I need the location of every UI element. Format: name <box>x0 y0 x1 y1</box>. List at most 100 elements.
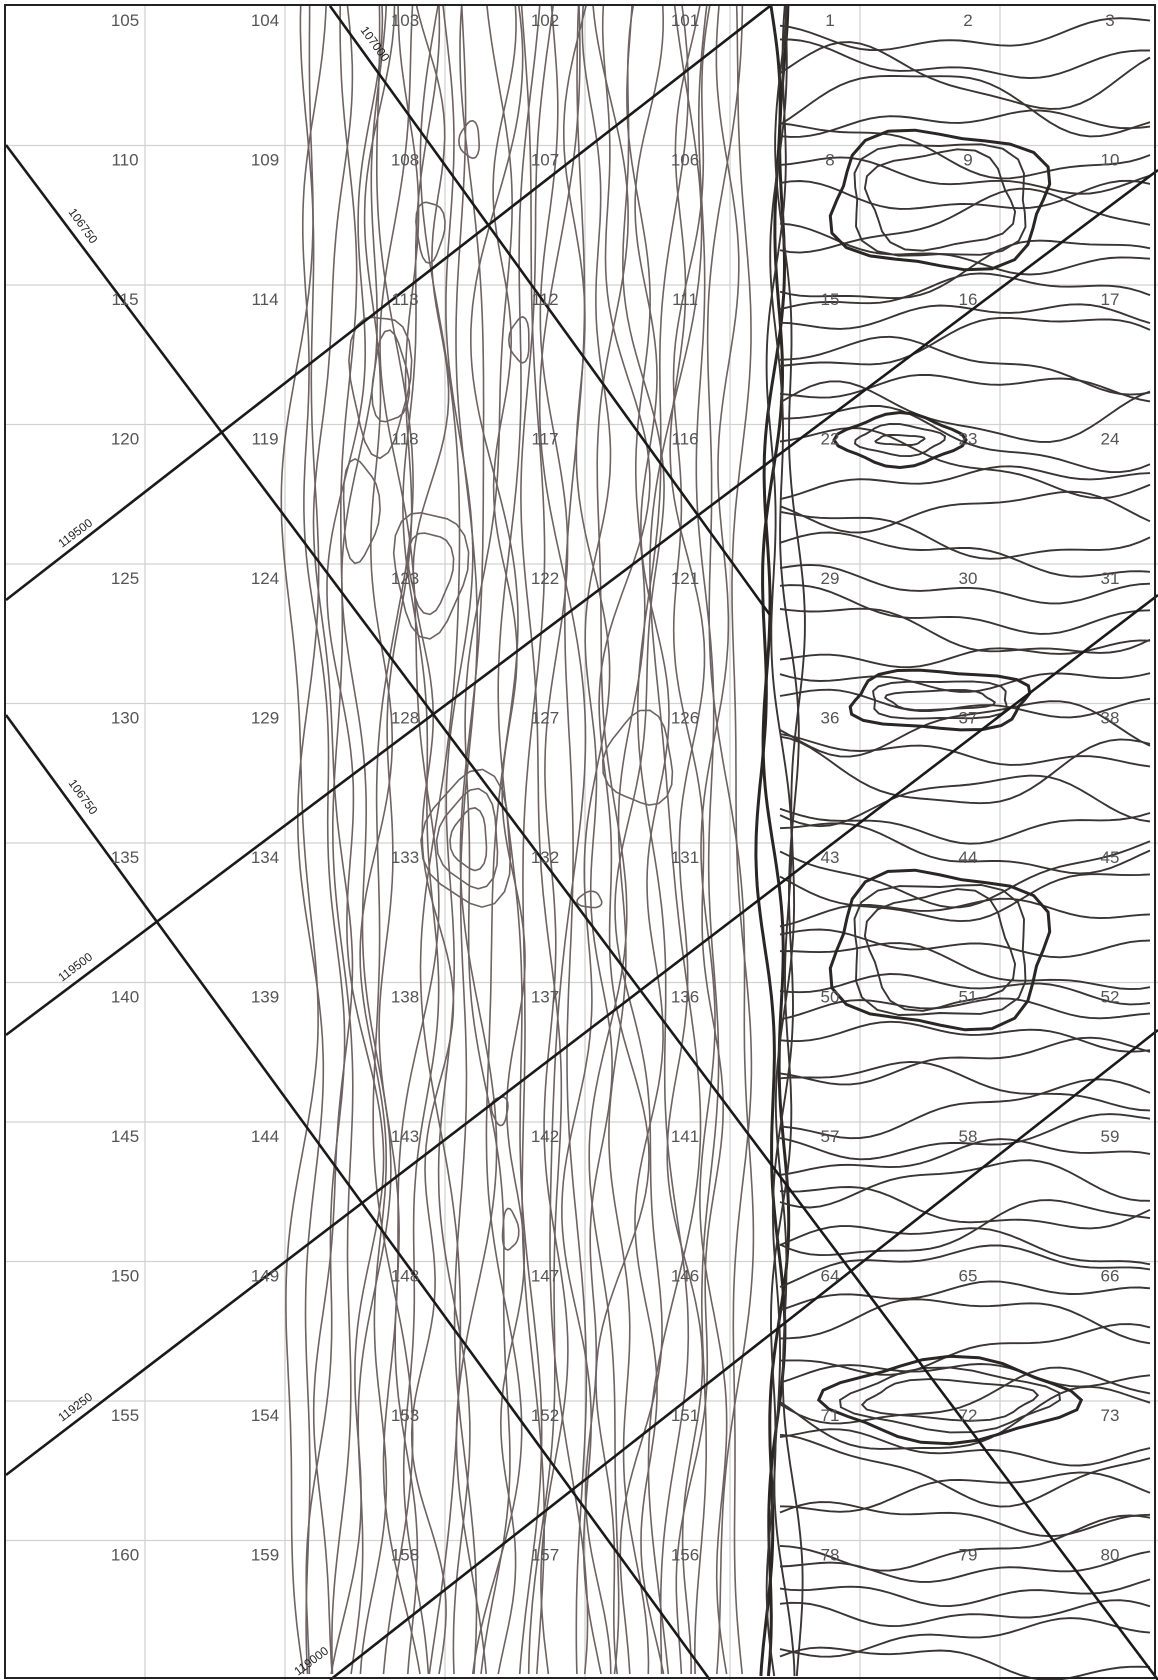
grid-cell-label: 118 <box>391 430 418 449</box>
contour-line <box>331 5 358 1675</box>
contour-line <box>779 1138 1151 1176</box>
contour-line <box>464 5 513 1675</box>
contour-line <box>595 5 651 1675</box>
grid-cell-label: 160 <box>111 1546 139 1565</box>
grid-cell-label: 139 <box>251 988 279 1007</box>
grid-cell-label: 71 <box>821 1406 840 1425</box>
contour-line <box>699 5 740 1675</box>
contour-ring <box>501 1207 520 1251</box>
grid-cell-label: 44 <box>959 848 978 867</box>
contour-line <box>779 563 1151 605</box>
contour-ring <box>816 1354 1084 1446</box>
grid-cell-label: 135 <box>111 848 139 867</box>
contour-line <box>312 5 354 1675</box>
grid-cell-label: 128 <box>391 709 419 728</box>
contour-line <box>672 5 725 1675</box>
grid-cell-label: 66 <box>1101 1267 1120 1286</box>
grid-cell-label: 138 <box>391 988 419 1007</box>
grid-cell-label: 103 <box>391 11 419 30</box>
contour-ring <box>853 143 1027 257</box>
contour-line <box>779 531 1151 578</box>
contour-ring <box>860 1378 1040 1422</box>
contour-line <box>779 942 1151 991</box>
grid-cell-label: 22 <box>821 430 840 449</box>
grid-cell-label: 119 <box>251 430 278 449</box>
grid-cell-label: 144 <box>251 1127 279 1146</box>
contour-line <box>280 6 319 1675</box>
contour-line <box>588 5 629 1675</box>
contour-line <box>779 1036 1151 1086</box>
contour-line <box>539 5 569 1675</box>
grid-cell-label: 110 <box>111 151 138 170</box>
grid-cell-label: 150 <box>111 1267 139 1286</box>
contour-line <box>469 5 524 1675</box>
contour-line <box>779 316 1151 367</box>
contour-line <box>779 822 1151 875</box>
grid-cell-label: 111 <box>672 290 698 309</box>
contour-line <box>779 607 1151 654</box>
map-frame <box>4 4 1156 1679</box>
contour-line <box>779 584 1151 635</box>
contour-line <box>437 5 474 1675</box>
contour-line <box>779 1244 1151 1288</box>
grid-cell-label: 149 <box>251 1267 279 1286</box>
contour-ring <box>863 148 1017 252</box>
grid-cell-label: 154 <box>251 1406 279 1425</box>
grid-cell-label: 130 <box>111 709 139 728</box>
grid-cell-label: 10 <box>1101 151 1120 170</box>
contour-ring <box>490 1096 509 1127</box>
contour-ring <box>828 128 1052 272</box>
contour-line <box>779 1225 1151 1266</box>
contour-line <box>636 5 690 1675</box>
contour-line <box>779 17 1151 52</box>
grid-cell-label: 37 <box>959 709 978 728</box>
grid-cell-label: 125 <box>111 569 139 588</box>
grid-cell-label: 156 <box>671 1546 699 1565</box>
escarpment-line <box>759 5 791 1677</box>
grid-cell-label: 17 <box>1101 290 1120 309</box>
contour-line <box>563 5 588 1675</box>
contour-line <box>779 1433 1151 1508</box>
contour-line <box>779 1323 1151 1376</box>
contour-ring <box>576 890 603 909</box>
grid-cell-label: 143 <box>391 1127 419 1146</box>
escarpment-line <box>754 5 787 1677</box>
contour-ring <box>838 1366 1062 1434</box>
grid-cell-label: 104 <box>251 11 279 30</box>
grid-cell-label: 147 <box>531 1267 559 1286</box>
escarpment-line <box>774 5 806 1677</box>
grid-cell-label: 145 <box>111 1127 139 1146</box>
contour-line <box>779 335 1151 396</box>
contour-ring <box>883 688 997 712</box>
contour-line <box>779 109 1151 138</box>
grid-cell-label: 23 <box>959 430 978 449</box>
grid-cell-label: 159 <box>251 1546 279 1565</box>
grid-cell-label: 117 <box>531 430 558 449</box>
contour-ring <box>507 315 530 364</box>
grid-cell-label: 133 <box>391 848 419 867</box>
contour-line <box>779 1385 1151 1450</box>
grid-cell-label: 78 <box>821 1546 840 1565</box>
grid-cell-label: 127 <box>531 709 559 728</box>
grid-cell-label: 107 <box>531 151 559 170</box>
contour-ring <box>435 787 499 890</box>
coordinate-line-sw-ne-4 <box>329 1028 1158 1680</box>
contour-line <box>779 997 1151 1021</box>
contour-line <box>779 1501 1151 1538</box>
contour-ring <box>832 410 968 470</box>
contour-line <box>779 1113 1151 1161</box>
grid-cell-label: 112 <box>531 290 558 309</box>
grid-cell-label: 106 <box>671 151 699 170</box>
contour-line <box>779 1020 1151 1053</box>
contour-lines <box>280 5 1151 1680</box>
grid-cell-label: 57 <box>821 1127 840 1146</box>
contour-line <box>779 688 1151 719</box>
contour-line <box>779 1514 1151 1572</box>
contour-ring <box>420 768 512 908</box>
grid-cell-label: 115 <box>111 290 138 309</box>
contour-line <box>779 427 1151 500</box>
contour-line <box>779 1078 1151 1140</box>
contour-line <box>581 5 613 1675</box>
contour-line <box>779 1199 1151 1257</box>
